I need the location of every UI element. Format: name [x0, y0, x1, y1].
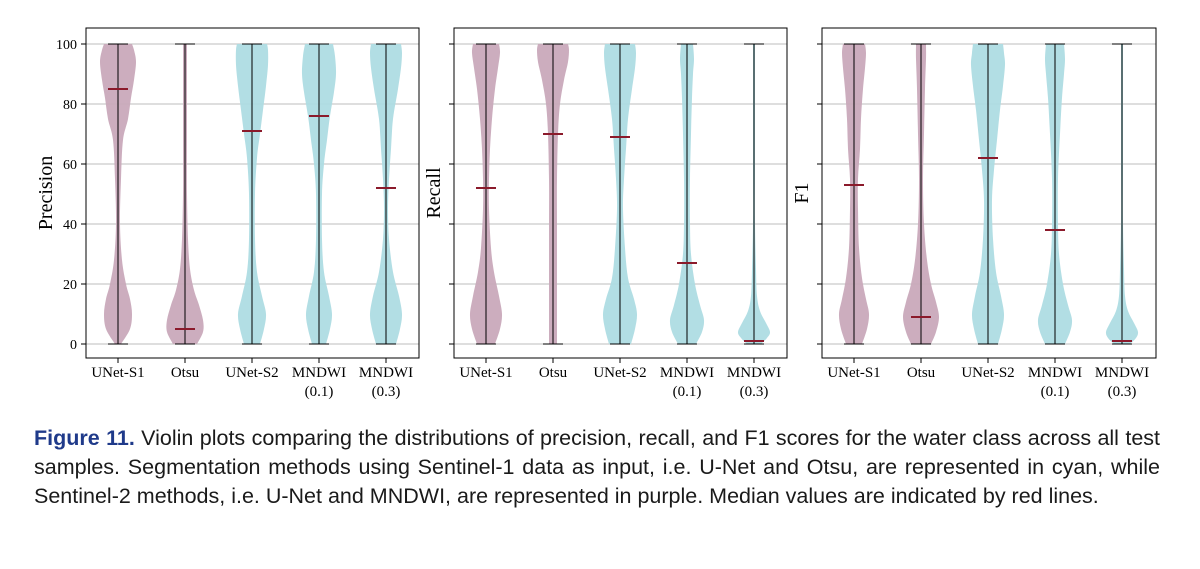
panel-recall: Recall UNet-S1 Otsu UNet-S2 MNDWI (0.1) MNDWI (… — [423, 27, 788, 400]
y-tick-label: 20 — [63, 278, 77, 293]
x-tick-label: UNet-S1 — [459, 365, 512, 381]
x-tick-label: Otsu — [539, 365, 568, 381]
x-tick-label: Otsu — [171, 365, 200, 381]
y-axis-label: Recall — [423, 167, 445, 219]
x-tick-label: MNDWI — [727, 365, 781, 381]
x-tick-sublabel: (0.1) — [673, 384, 702, 400]
y-tick-label: 100 — [56, 38, 77, 53]
x-tick-label: MNDWI — [292, 365, 346, 381]
x-tick-sublabel: (0.1) — [305, 384, 334, 400]
x-tick-label: MNDWI — [359, 365, 413, 381]
y-axis-label: F1 — [791, 182, 813, 203]
x-tick-sublabel: (0.3) — [372, 384, 401, 400]
x-tick-label: UNet-S2 — [961, 365, 1014, 381]
y-tick-label: 60 — [63, 158, 77, 173]
y-tick-label: 0 — [70, 338, 77, 353]
x-tick-label: MNDWI — [1028, 365, 1082, 381]
x-tick-label: Otsu — [907, 365, 936, 381]
y-tick-label: 80 — [63, 98, 77, 113]
y-axis-label: Precision — [35, 156, 57, 230]
x-tick-label: UNet-S2 — [593, 365, 646, 381]
x-tick-label: UNet-S1 — [91, 365, 144, 381]
x-tick-sublabel: (0.1) — [1041, 384, 1070, 400]
violin-figure: 0 20 40 60 80 100 Precision UNet-S1 Otsu UNet-S2 M… — [35, 27, 1157, 400]
x-tick-label: UNet-S1 — [827, 365, 880, 381]
figure-caption: Figure 11. Violin plots comparing the di… — [34, 424, 1160, 511]
panel-precision: 0 20 40 60 80 100 Precision UNet-S1 Otsu UNet-S2 M… — [35, 27, 420, 400]
panel-f1: F1 UNet-S1 Otsu UNet-S2 MNDWI (0.1) MNDWI (0.3) — [791, 27, 1157, 400]
violin-charts-svg: 0 20 40 60 80 100 Precision UNet-S1 Otsu UNet-S2 M… — [35, 27, 1157, 400]
y-tick-label: 40 — [63, 218, 77, 233]
x-tick-label: MNDWI — [1095, 365, 1149, 381]
x-tick-label: UNet-S2 — [225, 365, 278, 381]
x-tick-sublabel: (0.3) — [740, 384, 769, 400]
x-tick-label: MNDWI — [660, 365, 714, 381]
x-tick-sublabel: (0.3) — [1108, 384, 1137, 400]
plot-frame — [85, 27, 420, 359]
caption-text: Violin plots comparing the distributions… — [34, 426, 1161, 508]
plot-frame — [453, 27, 788, 359]
caption-figure-label: Figure 11. — [34, 426, 135, 450]
plot-frame — [821, 27, 1157, 359]
